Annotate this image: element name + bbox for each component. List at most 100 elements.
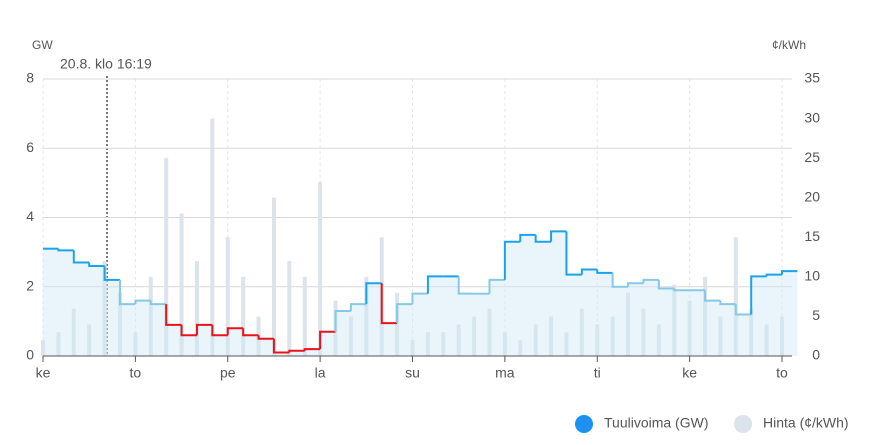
plot: ke to pe la su ma ti ke to 0 2 4 6 8 0 5 10 15 20 25 30 35 xyxy=(26,70,820,381)
price-bar xyxy=(148,276,153,356)
wind-step xyxy=(781,270,798,275)
price-bar xyxy=(41,340,45,356)
wind-step xyxy=(734,304,752,316)
wind-step xyxy=(57,248,74,252)
price-bar xyxy=(441,332,446,356)
price-bar xyxy=(656,324,661,356)
y2-tick-label: 35 xyxy=(804,70,820,86)
price-bar xyxy=(718,316,723,356)
legend-swatch xyxy=(575,415,593,433)
price-bar xyxy=(749,308,754,356)
price-bar xyxy=(133,332,138,356)
wind-step xyxy=(211,324,228,337)
y2-tick-label: 15 xyxy=(804,228,820,244)
price-bar xyxy=(487,308,492,356)
price-bar xyxy=(549,316,554,356)
price-bar xyxy=(194,261,199,356)
x-tick-label: ke xyxy=(36,365,51,381)
wind-step xyxy=(719,300,736,306)
wind-step xyxy=(426,275,444,294)
wind-step xyxy=(565,231,582,276)
wind-step xyxy=(673,288,690,292)
price-bar xyxy=(672,284,677,356)
price-bar xyxy=(71,308,76,356)
y-tick-label: 6 xyxy=(26,139,34,155)
price-bar xyxy=(641,308,646,356)
price-bar xyxy=(271,197,276,356)
wind-step xyxy=(257,335,274,340)
wind-step xyxy=(180,324,197,337)
y2-tick-label: 5 xyxy=(812,307,820,323)
wind-step xyxy=(303,348,321,351)
y2-tick-label: 10 xyxy=(804,268,820,284)
legend-label: Hinta (¢/kWh) xyxy=(763,415,849,431)
price-bar xyxy=(579,308,584,356)
price-bar xyxy=(318,181,323,356)
wind-step xyxy=(519,233,536,242)
legend-swatch xyxy=(734,415,752,433)
price-bar xyxy=(533,324,538,356)
price-bar xyxy=(733,237,738,356)
price-bar xyxy=(626,292,631,356)
price-bar xyxy=(564,332,569,356)
wind-step xyxy=(349,303,367,311)
x-tick-label: la xyxy=(315,365,326,381)
y2-axis-label: ¢/kWh xyxy=(772,38,806,52)
price-bar xyxy=(764,324,769,356)
legend: Tuulivoima (GW) Hinta (¢/kWh) xyxy=(575,415,849,433)
y-tick-label: 2 xyxy=(26,277,34,293)
wind-step xyxy=(272,338,290,354)
wind-step xyxy=(334,309,351,332)
wind-step xyxy=(319,330,336,350)
wind-step xyxy=(580,268,598,275)
price-bar xyxy=(610,316,615,356)
price-bar xyxy=(287,261,292,356)
price-bar xyxy=(302,276,307,356)
y2-tick-label: 20 xyxy=(804,188,820,204)
wind-step xyxy=(103,265,120,281)
wind-step xyxy=(642,278,659,284)
wind-step xyxy=(288,349,305,353)
wind-step xyxy=(503,240,521,280)
price-bar xyxy=(703,276,708,356)
price-bar xyxy=(472,316,477,356)
y2-tick-label: 0 xyxy=(812,347,820,363)
price-bar xyxy=(502,332,507,356)
wind-step xyxy=(596,269,613,274)
price-bar xyxy=(364,276,369,356)
wind-step xyxy=(88,262,105,267)
price-bar xyxy=(117,292,122,356)
wind-step xyxy=(149,300,167,306)
price-bar xyxy=(56,332,61,356)
price-bar xyxy=(348,316,353,356)
wind-step xyxy=(457,276,475,295)
wind-step xyxy=(611,272,629,288)
price-bar xyxy=(102,261,107,356)
wind-step xyxy=(134,299,151,305)
y2-tick-label: 30 xyxy=(804,109,820,125)
y2-tick-label: 25 xyxy=(804,149,820,165)
price-bar xyxy=(179,213,184,356)
legend-label: Tuulivoima (GW) xyxy=(604,415,709,431)
x-tick-label: su xyxy=(405,365,420,381)
wind-step xyxy=(550,230,567,242)
wind-step xyxy=(195,323,213,336)
price-bar xyxy=(87,324,92,356)
wind-step xyxy=(226,327,244,336)
wind-step xyxy=(704,290,721,302)
price-bar xyxy=(210,118,215,356)
x-tick-label: ke xyxy=(682,365,697,381)
y-tick-label: 0 xyxy=(26,347,34,363)
wind-step xyxy=(118,279,136,306)
price-bar xyxy=(225,237,230,356)
price-bar xyxy=(395,292,400,356)
wind-step xyxy=(365,282,382,305)
y-tick-label: 8 xyxy=(26,70,34,86)
wind-step xyxy=(380,283,398,325)
x-tick-label: to xyxy=(130,365,142,381)
wind-step xyxy=(488,278,505,294)
wind-step xyxy=(750,275,767,315)
wind-step xyxy=(765,273,782,277)
price-bar xyxy=(456,324,461,356)
